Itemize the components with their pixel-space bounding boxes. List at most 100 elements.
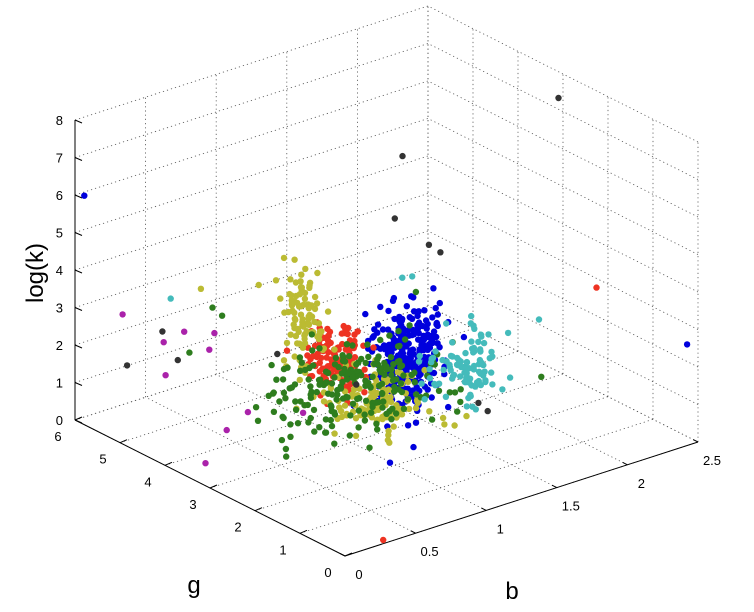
data-point: [202, 460, 209, 467]
data-point: [470, 366, 477, 373]
data-point: [324, 337, 332, 344]
data-point: [430, 328, 438, 335]
data-point: [683, 341, 691, 348]
grid-line: [74, 305, 429, 421]
data-point: [412, 419, 420, 426]
z-tick-label: 8: [56, 113, 63, 128]
z-tick-mark: [74, 269, 83, 274]
z-tick-label: 2: [56, 338, 63, 353]
data-point: [465, 365, 473, 372]
x-tick-label: 0.5: [421, 544, 439, 559]
data-point: [397, 380, 405, 387]
data-point: [387, 393, 394, 401]
data-point: [361, 366, 368, 373]
data-point: [375, 399, 382, 406]
data-point: [323, 379, 330, 386]
data-point: [437, 249, 444, 256]
data-point: [285, 308, 292, 316]
x-tick-label: 1.5: [562, 499, 580, 514]
data-point: [425, 241, 433, 248]
data-point: [415, 319, 423, 326]
x-tick-label: 2: [638, 476, 645, 491]
data-point: [287, 276, 294, 283]
data-point: [370, 344, 377, 351]
data-point: [384, 326, 392, 333]
data-point: [389, 405, 396, 412]
grid-line: [74, 193, 429, 308]
data-point: [325, 349, 332, 356]
data-point: [361, 417, 369, 424]
data-point: [428, 416, 436, 423]
data-point: [457, 386, 464, 393]
data-point: [380, 398, 387, 405]
data-point: [358, 372, 365, 379]
z-tick-label: 7: [56, 151, 63, 166]
z-axis-label: log(k): [22, 243, 49, 303]
z-tick-mark: [74, 232, 83, 236]
data-point: [365, 353, 372, 361]
data-point: [421, 366, 428, 374]
data-point: [384, 348, 392, 355]
data-point: [255, 281, 262, 289]
grid-line: [74, 230, 429, 346]
data-point: [162, 372, 169, 379]
data-point: [463, 412, 470, 420]
z-tick-label: 1: [56, 376, 63, 391]
data-point: [352, 415, 360, 422]
z-tick-mark: [74, 307, 83, 311]
axes: [74, 119, 699, 557]
x-tick-mark: [622, 461, 628, 466]
z-tick-mark: [74, 419, 83, 424]
data-point: [420, 336, 428, 343]
data-point: [344, 330, 351, 338]
data-point: [410, 443, 417, 451]
data-point: [441, 421, 448, 428]
y-tick-label: 3: [189, 497, 196, 512]
data-point: [388, 366, 395, 373]
data-point: [484, 407, 491, 415]
data-point: [489, 381, 496, 388]
data-point: [404, 396, 412, 403]
data-point: [344, 394, 351, 401]
x-tick-label: 0: [355, 567, 362, 582]
data-point: [347, 412, 354, 419]
data-point: [316, 424, 323, 431]
data-point: [538, 373, 545, 380]
z-tick-label: 3: [56, 301, 63, 316]
data-point: [457, 373, 464, 380]
data-point: [392, 410, 400, 417]
data-point: [414, 399, 421, 406]
data-point: [377, 303, 384, 311]
data-point: [287, 421, 294, 428]
data-point: [284, 364, 291, 371]
data-point: [488, 369, 495, 376]
data-point: [405, 340, 412, 347]
data-point: [313, 388, 320, 396]
data-point: [400, 372, 407, 379]
z-tick-mark: [74, 194, 83, 199]
data-point: [318, 328, 325, 335]
data-point: [385, 431, 392, 439]
data-point: [399, 152, 406, 160]
data-point: [449, 375, 456, 382]
data-point: [345, 370, 352, 377]
data-point: [305, 304, 313, 312]
data-point: [477, 348, 484, 355]
data-point: [482, 378, 489, 386]
data-point: [430, 369, 438, 377]
data-point: [305, 321, 313, 328]
data-point: [447, 367, 454, 374]
data-point: [309, 347, 316, 354]
data-point: [424, 346, 431, 353]
data-point: [475, 399, 482, 407]
data-point: [369, 373, 376, 380]
data-point: [346, 432, 353, 439]
data-point: [396, 357, 403, 365]
data-point: [268, 361, 275, 369]
data-point: [478, 359, 485, 367]
y-tick-mark: [74, 416, 83, 421]
data-point: [383, 387, 391, 394]
data-point: [297, 283, 305, 291]
data-point: [334, 391, 341, 398]
